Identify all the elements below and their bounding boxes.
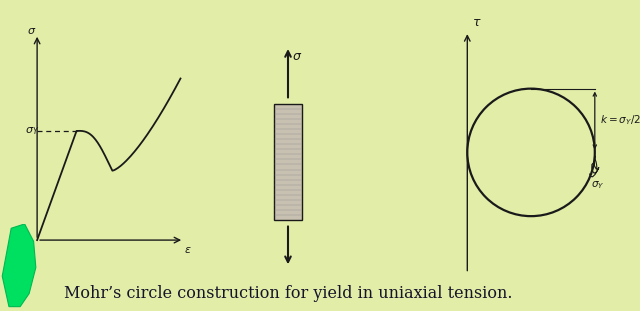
Text: $\sigma$: $\sigma$ xyxy=(292,50,302,63)
Polygon shape xyxy=(3,224,36,307)
Text: $\sigma_Y$: $\sigma_Y$ xyxy=(24,125,39,137)
Text: $\varepsilon$: $\varepsilon$ xyxy=(184,245,191,255)
Text: $\sigma$: $\sigma$ xyxy=(27,26,36,36)
Text: Mohr’s circle construction for yield in uniaxial tension.: Mohr’s circle construction for yield in … xyxy=(64,285,513,302)
Text: $\sigma_Y$: $\sigma_Y$ xyxy=(591,179,604,191)
Text: $\tau$: $\tau$ xyxy=(472,16,482,29)
Polygon shape xyxy=(274,104,302,220)
Text: $k = \sigma_Y / 2$: $k = \sigma_Y / 2$ xyxy=(600,114,640,128)
